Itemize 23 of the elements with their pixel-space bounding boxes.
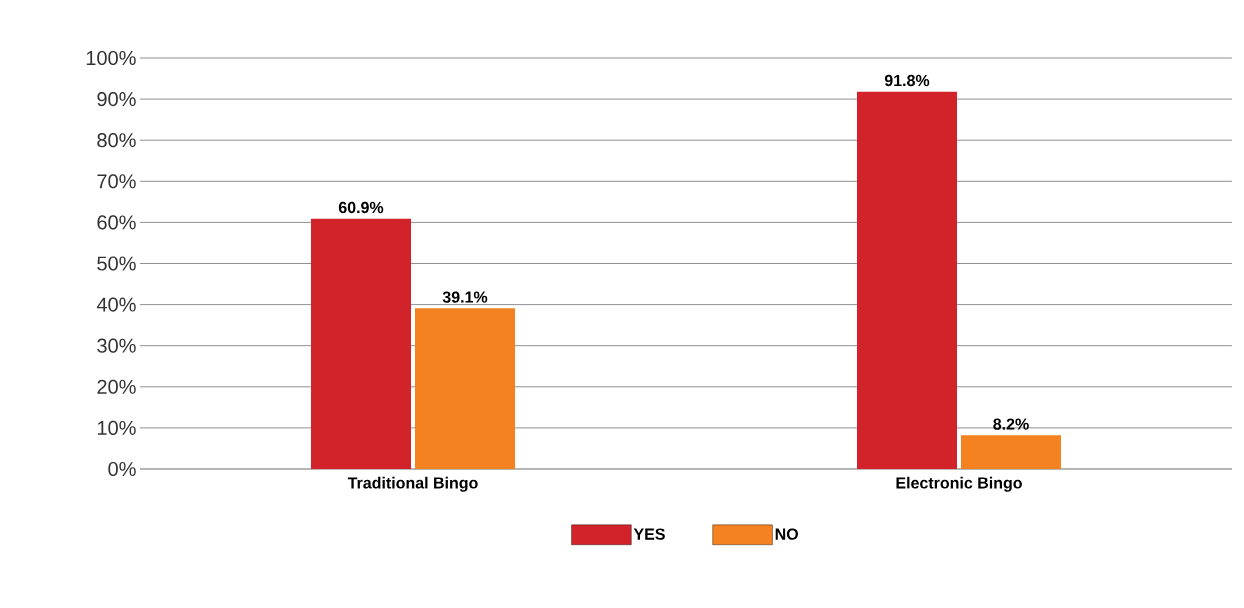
y-tick-label: 90% [97,92,136,107]
x-tick-label: Traditional Bingo [347,476,478,492]
bar [415,308,515,469]
bar [311,218,411,469]
y-tick-label: 80% [97,133,136,148]
data-label: 91.8% [884,74,930,87]
x-tick-label: Electronic Bingo [896,476,1022,492]
y-tick-label: 40% [96,297,136,312]
legend-label: YES [633,528,665,540]
y-tick-label: 100% [86,50,136,66]
y-tick-label: 0% [108,461,136,477]
bar [961,435,1061,469]
bar [857,91,957,469]
y-tick-label: 10% [97,420,136,435]
data-label: 60.9% [338,201,384,214]
data-label: 39.1% [442,291,488,303]
legend-label: NO [775,528,798,540]
y-tick-label: 50% [97,256,136,271]
y-tick-label: 60% [97,215,136,230]
y-tick-label: 20% [97,379,136,394]
y-tick-label: 70% [97,174,136,189]
y-tick-label: 30% [97,338,136,353]
data-label: 8.2% [993,418,1029,430]
